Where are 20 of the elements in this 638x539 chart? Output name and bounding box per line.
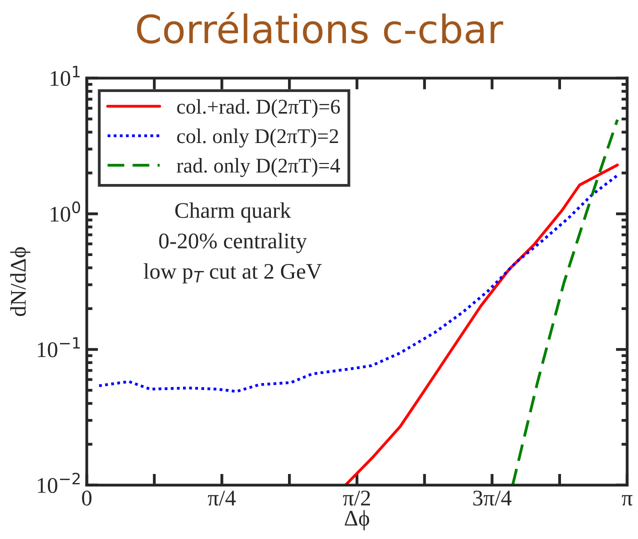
chart-title: Corrélations c-cbar: [137, 12, 504, 44]
y-axis-title: dN/dΔϕ: [10, 247, 30, 316]
x-tick-label: 0: [82, 490, 92, 506]
legend-label: col.+rad. D(2πT)=6: [177, 99, 340, 118]
line-series: [511, 118, 619, 486]
y-tick-label: 10$^{0}$: [50, 201, 80, 222]
legend-label: rad. only D(2πT)=4: [176, 158, 340, 177]
y-tick-label: 10$^{1}$: [50, 66, 80, 86]
annotation: Charm quark: [175, 202, 291, 223]
x-tick-label: 3π/4: [473, 490, 512, 506]
x-tick-label: π: [622, 495, 632, 506]
legend-label: col. only D(2πT)=2: [177, 128, 338, 148]
y-tick-label: 10$^{−1}$: [38, 337, 80, 358]
annotation: low p$_{T}$ cut at 2 GeV: [144, 263, 322, 284]
line-series: [344, 164, 619, 486]
x-tick-label: π/2: [343, 490, 370, 506]
x-tick-label: π/4: [208, 490, 236, 506]
y-tick-label: 10$^{−2}$: [38, 472, 80, 494]
x-axis-title: Δϕ: [344, 510, 370, 530]
annotation: 0-20% centrality: [159, 232, 307, 254]
